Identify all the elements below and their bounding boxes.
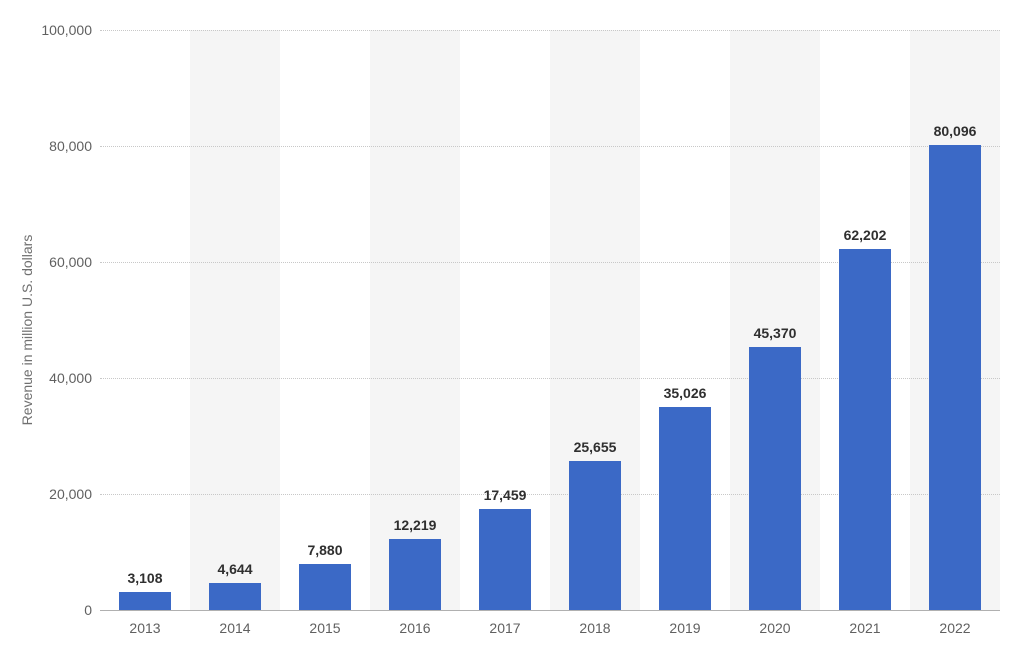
y-tick-label: 80,000 <box>49 138 92 154</box>
x-tick-label: 2021 <box>849 620 880 636</box>
x-tick-label: 2017 <box>489 620 520 636</box>
x-tick-label: 2016 <box>399 620 430 636</box>
y-tick-label: 20,000 <box>49 486 92 502</box>
x-tick-label: 2020 <box>759 620 790 636</box>
y-axis-title: Revenue in million U.S. dollars <box>19 234 35 425</box>
y-tick-label: 40,000 <box>49 370 92 386</box>
y-tick-label: 100,000 <box>41 22 92 38</box>
x-tick-label: 2014 <box>219 620 250 636</box>
revenue-bar-chart: Revenue in million U.S. dollars 020,0004… <box>0 0 1024 659</box>
x-tick-label: 2013 <box>129 620 160 636</box>
x-tick-label: 2019 <box>669 620 700 636</box>
gridline <box>100 610 1000 611</box>
y-tick-label: 60,000 <box>49 254 92 270</box>
x-ticks: 2013201420152016201720182019202020212022 <box>100 30 1000 610</box>
x-tick-label: 2018 <box>579 620 610 636</box>
x-tick-label: 2015 <box>309 620 340 636</box>
x-tick-label: 2022 <box>939 620 970 636</box>
plot-area: 020,00040,00060,00080,000100,000 3,1084,… <box>100 30 1000 610</box>
y-tick-label: 0 <box>84 602 92 618</box>
